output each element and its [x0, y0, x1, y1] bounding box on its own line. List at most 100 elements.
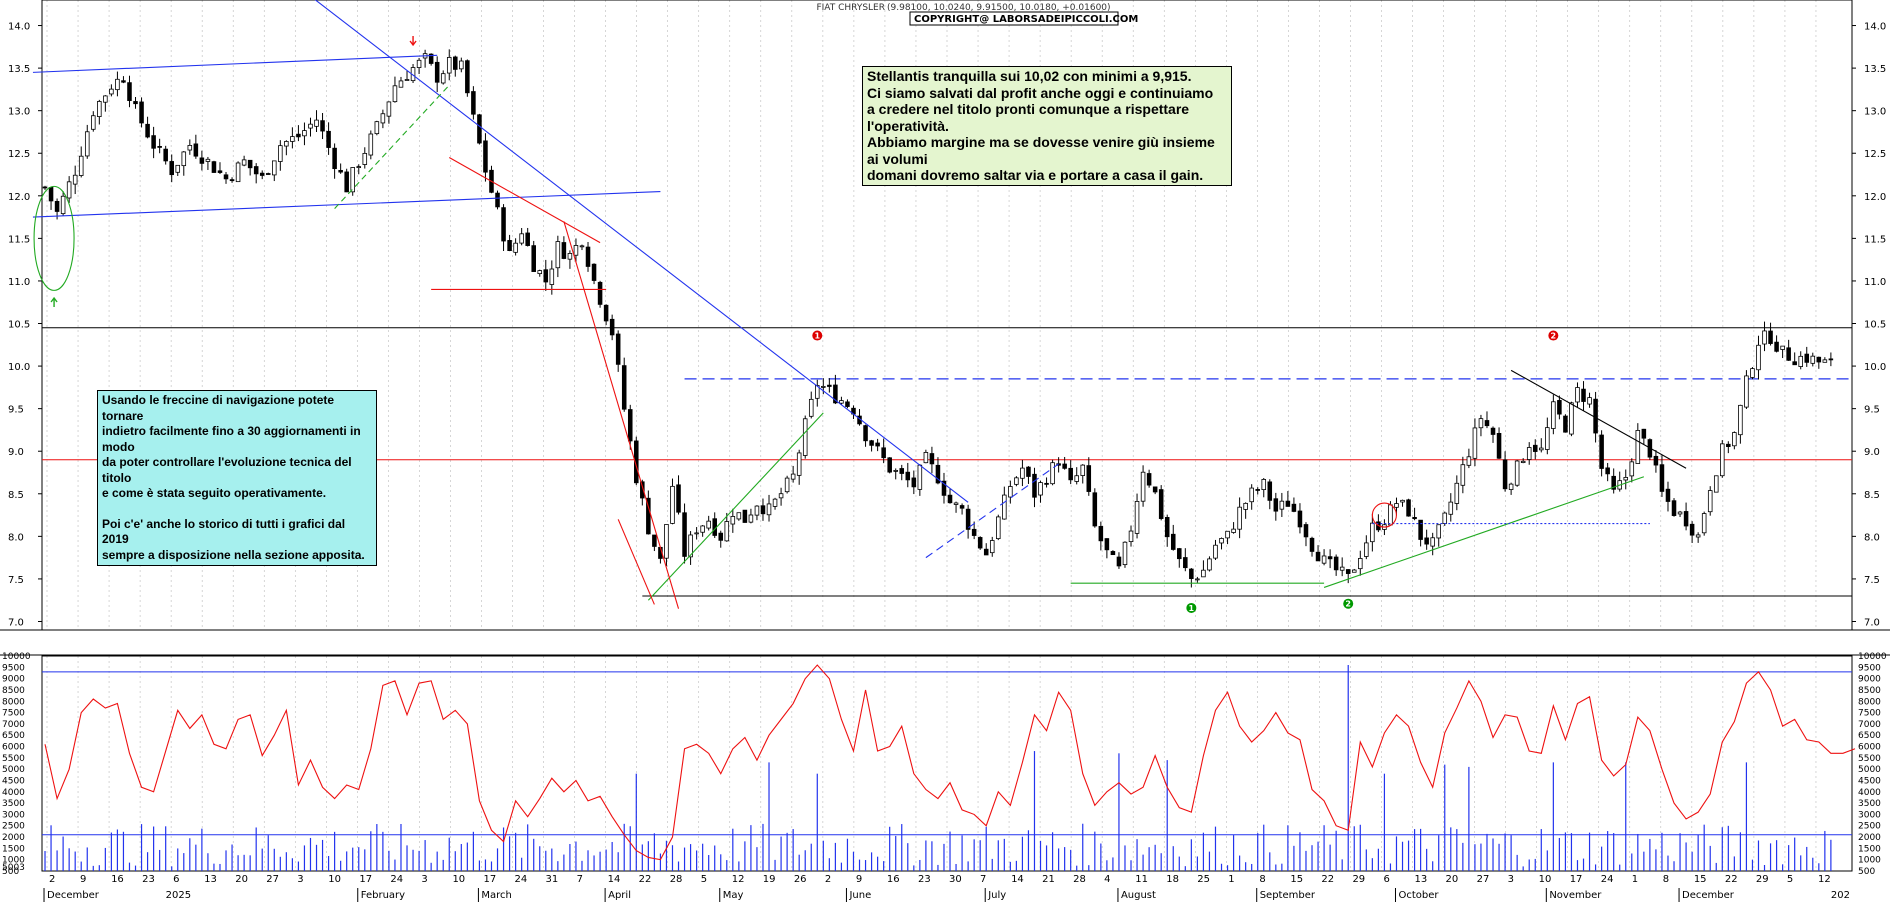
day-tick-label: 13 — [204, 874, 217, 885]
price-tick-label: 11.0 — [8, 277, 30, 288]
candle-body — [66, 181, 72, 199]
month-label: December — [47, 890, 100, 901]
day-tick-label: 17 — [359, 874, 372, 885]
candle-body — [1520, 460, 1526, 463]
candle-body — [1406, 499, 1411, 517]
candle-body — [217, 170, 223, 173]
day-tick-label: 24 — [515, 874, 528, 885]
green-ellipse-marker — [33, 185, 75, 291]
candle-body — [259, 172, 265, 176]
candle-body — [959, 505, 965, 509]
candle-body — [139, 101, 144, 124]
candle-body — [1611, 475, 1616, 490]
candle-body — [1738, 404, 1743, 436]
candle-body — [760, 505, 766, 515]
price-tick-label: 13.0 — [8, 107, 30, 118]
candle-body — [1460, 464, 1466, 486]
month-label: March — [481, 890, 511, 901]
candle-body — [60, 195, 66, 215]
month-label: June — [848, 890, 871, 901]
candle-body — [1333, 556, 1339, 571]
candle-body — [1050, 462, 1055, 485]
candle-body — [1303, 524, 1309, 538]
day-tick-label: 18 — [1166, 874, 1179, 885]
day-tick-label: 17 — [483, 874, 496, 885]
day-tick-label: 1 — [1632, 874, 1638, 885]
candle-body — [597, 281, 603, 305]
navigation-line: indietro facilmente fino a 30 aggiorname… — [102, 424, 361, 454]
navigation-line: Poi c'e' anche lo storico di tutti i gra… — [102, 516, 346, 547]
candle-body — [1448, 501, 1454, 515]
candle-body — [742, 509, 748, 523]
candle-body — [808, 398, 814, 417]
candle-body — [169, 161, 174, 176]
candle-body — [996, 516, 1001, 540]
analysis-line: a credere nel titolo pronti comunque a r… — [867, 101, 1190, 134]
volume-tick-label: 500 — [2, 867, 19, 877]
candle-body — [1370, 522, 1375, 543]
candle-body — [1309, 537, 1315, 552]
candle-body — [863, 425, 868, 442]
price-tick-label: 7.5 — [1864, 575, 1880, 586]
candle-body — [1665, 488, 1671, 502]
candle-body — [549, 268, 555, 285]
candle-body — [1364, 542, 1369, 557]
candle-body — [1575, 387, 1580, 403]
day-tick-label: 27 — [266, 874, 279, 885]
month-label: April — [608, 890, 631, 901]
green-rising-trendline — [334, 84, 450, 209]
candle-body — [603, 304, 609, 322]
volume-tick-label: 4500 — [2, 776, 25, 786]
candle-body — [115, 78, 120, 91]
candle-body — [78, 155, 84, 176]
day-tick-label: 3 — [1508, 874, 1514, 885]
candle-body — [193, 143, 199, 157]
candle-body — [495, 192, 500, 208]
candle-body — [241, 159, 247, 166]
volume-tick-label: 4000 — [2, 788, 25, 798]
price-tick-label: 9.0 — [8, 447, 24, 458]
candle-body — [766, 503, 772, 516]
day-tick-label: 24 — [1601, 874, 1614, 885]
month-label: November — [1549, 890, 1602, 901]
candle-body — [48, 187, 54, 202]
candle-body — [634, 440, 639, 484]
candle-body — [1177, 548, 1182, 560]
volume-panel-frame — [41, 655, 1853, 872]
day-tick-label: 29 — [1352, 874, 1365, 885]
candle-body — [278, 145, 283, 162]
candle-body — [187, 145, 193, 151]
candle-body — [1195, 578, 1200, 581]
day-tick-label: 2 — [825, 874, 831, 885]
candle-body — [1014, 477, 1019, 485]
candle-body — [1394, 503, 1399, 508]
candle-body — [1285, 500, 1291, 507]
price-tick-label: 11.0 — [1864, 277, 1886, 288]
day-tick-label: 15 — [1290, 874, 1303, 885]
candle-body — [91, 115, 96, 130]
volume-tick-label: 1500 — [1858, 844, 1881, 854]
candle-body — [356, 166, 362, 169]
volume-tick-label: 500 — [1858, 867, 1875, 877]
price-tick-label: 13.5 — [1864, 64, 1886, 75]
volume-tick-label: 2000 — [1858, 833, 1881, 843]
candle-body — [615, 333, 621, 365]
candle-body — [1158, 489, 1164, 519]
candle-body — [555, 241, 561, 269]
candle-body — [362, 152, 368, 165]
candle-body — [211, 161, 217, 173]
candle-body — [670, 485, 675, 524]
candle-body — [1327, 556, 1333, 560]
candle-body — [1768, 330, 1773, 344]
day-tick-label: 12 — [1818, 874, 1831, 885]
candle-body — [1677, 511, 1683, 515]
candle-body — [332, 147, 337, 170]
candle-body — [1720, 443, 1725, 477]
red-down-arrow-icon — [409, 36, 417, 47]
candle-body — [1514, 460, 1520, 486]
candle-body — [1388, 504, 1393, 526]
candle-body — [1490, 427, 1496, 435]
channel-upper-trendline — [32, 54, 438, 73]
candle-body — [1774, 341, 1779, 352]
candle-body — [1454, 482, 1460, 504]
